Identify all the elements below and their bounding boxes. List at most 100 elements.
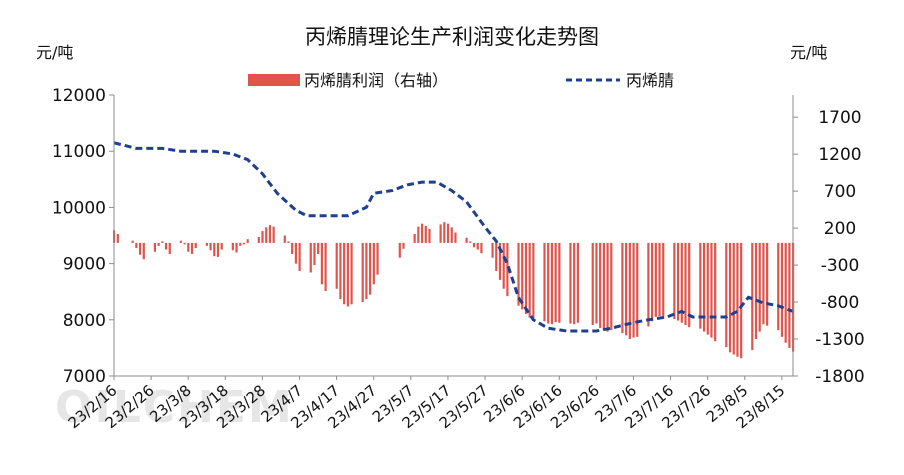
left-tick-label: 12000 [52, 86, 106, 106]
left-tick-label: 9000 [63, 255, 106, 275]
profit-bar [532, 242, 535, 319]
profit-bar [242, 242, 246, 245]
profit-bar [680, 242, 683, 323]
profit-bar [313, 242, 316, 266]
profit-bar [138, 242, 142, 255]
profit-bar [528, 242, 531, 318]
profit-bar [261, 231, 264, 243]
profit-bar [780, 242, 784, 337]
profit-bar [576, 242, 579, 323]
profit-bar [498, 242, 502, 280]
profit-bar [480, 242, 483, 254]
profit-bar [213, 242, 216, 257]
legend-bar-swatch [248, 74, 300, 86]
legend: 丙烯腈利润（右轴） 丙烯腈 [248, 71, 674, 90]
profit-bar [736, 242, 739, 357]
left-axis-unit: 元/吨 [36, 43, 73, 62]
profit-bar [788, 242, 791, 348]
profit-bar [205, 242, 208, 246]
profit-bar [758, 242, 761, 332]
profit-bar [610, 242, 613, 331]
profit-bar [599, 242, 602, 328]
right-tick-label: -1800 [815, 367, 864, 387]
profit-bar [272, 226, 275, 243]
profit-bar [784, 242, 787, 343]
profit-bar [595, 242, 598, 324]
profit-bar [291, 242, 294, 254]
profit-bar [179, 240, 182, 243]
profit-bar [398, 242, 401, 258]
profit-bar [372, 242, 375, 285]
profit-bar [699, 242, 702, 329]
profit-bar [684, 242, 687, 325]
legend-bar-label: 丙烯腈利润（右轴） [304, 71, 448, 90]
profit-bar [762, 242, 765, 325]
profit-bar [591, 242, 594, 325]
profit-bar [573, 242, 576, 325]
profit-bar [654, 242, 657, 317]
profit-bar [309, 242, 312, 273]
price-line [113, 141, 794, 333]
right-tick-label: 1700 [818, 108, 861, 128]
profit-bar [335, 242, 338, 289]
profit-bar [517, 242, 520, 306]
profit-bar [673, 242, 676, 320]
profit-bar [320, 242, 323, 285]
profit-bar [194, 242, 197, 249]
profit-bar [606, 242, 609, 332]
right-tick-label: -800 [821, 293, 860, 313]
profit-bar [569, 242, 572, 324]
chart-title: 丙烯腈理论生产利润变化走势图 [305, 25, 599, 49]
profit-bar [662, 242, 665, 319]
profit-bar [728, 242, 732, 353]
profit-bar [116, 234, 119, 243]
profit-bar [547, 242, 550, 324]
profit-bar [220, 242, 223, 250]
profit-bar [216, 242, 220, 257]
profit-bar [287, 241, 290, 243]
profit-bar [439, 224, 442, 243]
profit-bar [636, 242, 639, 337]
profit-bar [428, 228, 431, 243]
profit-bar [235, 242, 238, 253]
profit-bar [298, 242, 301, 271]
profit-bar [550, 242, 554, 325]
profit-bar [554, 242, 557, 323]
right-axis-unit: 元/吨 [790, 43, 827, 62]
profit-bar [257, 236, 260, 243]
profit-bar [766, 242, 769, 326]
profit-bar [339, 242, 342, 300]
profit-bar [524, 242, 528, 314]
profit-bar [376, 242, 379, 275]
profit-bar [714, 242, 717, 342]
profit-bar [465, 237, 468, 243]
right-tick-label: 700 [824, 182, 856, 202]
right-tick-label: 1200 [818, 145, 861, 165]
left-tick-label: 11000 [52, 142, 106, 162]
left-tick-label: 7000 [63, 367, 106, 387]
profit-bar [183, 242, 186, 245]
profit-bar [209, 242, 212, 251]
profit-bar [502, 242, 505, 289]
profit-bar [443, 222, 446, 243]
profit-bar [506, 242, 509, 297]
profit-bar [161, 241, 164, 243]
profit-bar [740, 242, 743, 359]
profit-bar [658, 242, 661, 317]
profit-bar [168, 242, 171, 254]
profit-bar [602, 242, 605, 331]
profit-bar [343, 242, 346, 305]
profit-bar [142, 242, 145, 260]
right-tick-label: -300 [821, 256, 860, 276]
profit-bar [283, 235, 286, 243]
profit-bar [651, 242, 654, 322]
left-tick-label: 10000 [52, 198, 106, 218]
profit-bar [294, 242, 298, 264]
profit-bar [413, 234, 416, 243]
profit-bar [164, 242, 168, 250]
profit-bar [157, 242, 160, 246]
profit-bar [543, 242, 546, 322]
profit-bar [153, 242, 157, 252]
profit-bar [751, 242, 754, 351]
profit-bar [402, 242, 405, 249]
